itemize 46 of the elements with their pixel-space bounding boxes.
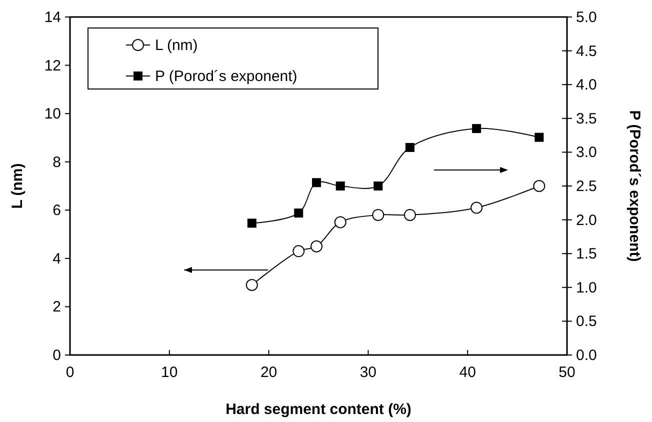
point	[472, 124, 482, 134]
point	[405, 142, 414, 152]
x-axis-title: Hard segment content (%)	[226, 401, 412, 418]
point	[336, 182, 345, 190]
point	[470, 202, 483, 214]
x-tick-label: 40	[459, 364, 476, 381]
y2-tick-label: 4.0	[576, 76, 597, 94]
point	[533, 180, 546, 192]
x-tick-label: 20	[260, 364, 278, 381]
point	[312, 178, 322, 188]
point	[247, 218, 256, 228]
y-tick-label: 4	[52, 250, 61, 268]
x-tick-label: 50	[558, 364, 576, 381]
x-tick-label: 30	[360, 364, 377, 381]
point	[246, 278, 258, 291]
y2-tick-label: 4.5	[576, 42, 597, 60]
y-tick-label: 8	[52, 154, 61, 171]
point	[374, 182, 383, 190]
y-tick-label: 6	[52, 202, 61, 220]
y-tick-label: 2	[52, 298, 61, 316]
y2-tick-label: 3.0	[576, 144, 597, 162]
y-tick-label: 10	[44, 106, 61, 123]
y2-tick-label: 2.5	[576, 178, 597, 195]
y2-tick-label: 5.0	[576, 9, 597, 26]
point	[534, 132, 544, 142]
point	[372, 208, 384, 221]
y-tick-label: 12	[44, 57, 61, 74]
y-tick-label: 0	[52, 347, 61, 364]
y2-tick-label: 0.0	[576, 347, 597, 364]
point	[310, 240, 323, 252]
point	[294, 208, 304, 218]
legend-label: L (nm)	[155, 37, 198, 54]
y2-tick-label: 2.0	[576, 212, 597, 229]
y2-tick-label: 3.5	[576, 110, 597, 128]
y2-tick-label: 1.5	[576, 246, 597, 263]
point	[334, 216, 346, 228]
y2-tick-label: 1.0	[576, 279, 597, 296]
y-axis-title: L (nm)	[9, 163, 26, 209]
y2-tick-label: 0.5	[576, 313, 597, 330]
x-tick-label: 10	[161, 364, 178, 381]
y-tick-label: 14	[44, 9, 61, 26]
point	[292, 245, 305, 258]
x-tick-label: 0	[66, 364, 74, 381]
legend-label: P (Porod´s exponent)	[155, 68, 298, 85]
point	[404, 208, 416, 221]
y2-axis-title: P (Porod´s exponent)	[626, 110, 643, 262]
